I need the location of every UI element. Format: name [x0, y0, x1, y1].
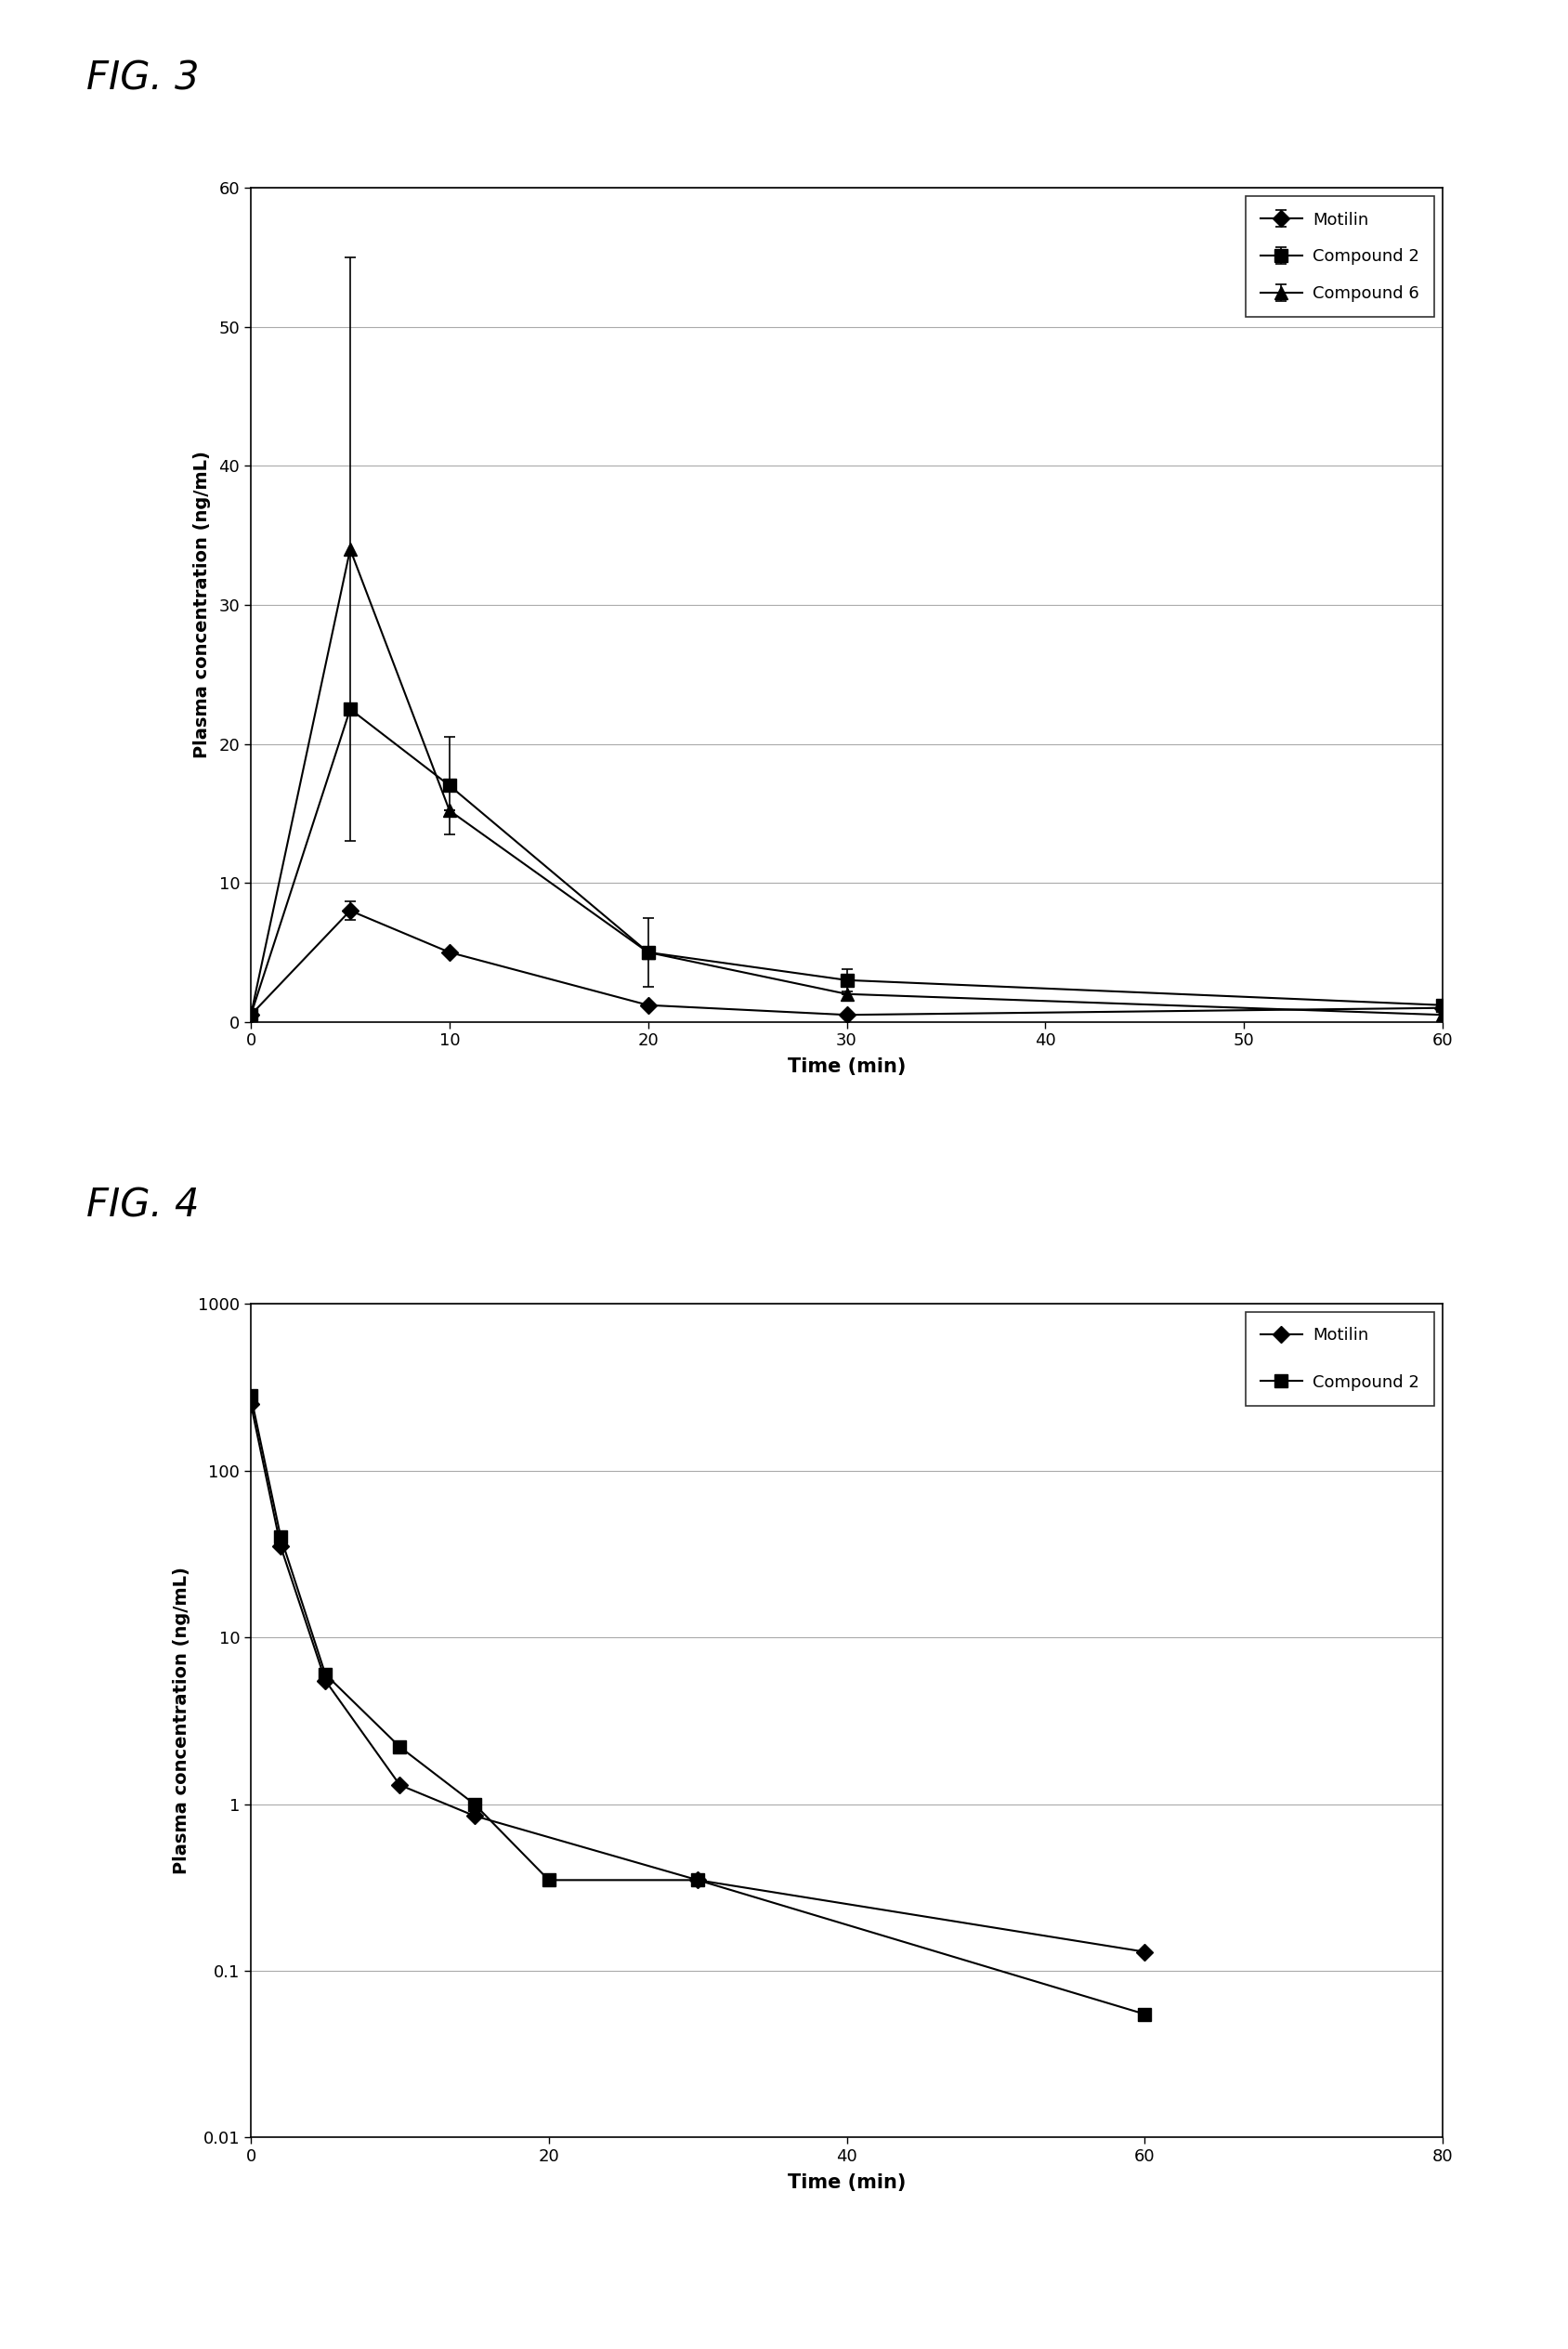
Motilin: [390, 1771, 409, 1799]
Motilin: [688, 1865, 707, 1893]
Legend: Motilin, Compound 2: Motilin, Compound 2: [1245, 1313, 1435, 1407]
Compound 2: [466, 1790, 485, 1818]
Motilin: [317, 1665, 336, 1694]
Compound 2: [317, 1661, 336, 1689]
Text: FIG. 4: FIG. 4: [86, 1186, 199, 1226]
Y-axis label: Plasma concentration (ng/mL): Plasma concentration (ng/mL): [193, 451, 212, 759]
Line: Compound 2: Compound 2: [245, 1391, 1151, 2020]
X-axis label: Time (min): Time (min): [787, 1057, 906, 1076]
X-axis label: Time (min): Time (min): [787, 2173, 906, 2192]
Compound 2: [271, 1522, 290, 1550]
Motilin: [271, 1532, 290, 1560]
Motilin: [466, 1802, 485, 1830]
Compound 2: [688, 1865, 707, 1893]
Legend: Motilin, Compound 2, Compound 6: Motilin, Compound 2, Compound 6: [1245, 197, 1435, 317]
Line: Motilin: Motilin: [245, 1398, 1151, 1957]
Compound 2: [1135, 1999, 1154, 2027]
Compound 2: [539, 1865, 558, 1893]
Compound 2: [390, 1734, 409, 1762]
Y-axis label: Plasma concentration (ng/mL): Plasma concentration (ng/mL): [172, 1567, 190, 1875]
Text: FIG. 3: FIG. 3: [86, 59, 199, 99]
Motilin: [241, 1391, 260, 1419]
Compound 2: [241, 1381, 260, 1409]
Motilin: [1135, 1938, 1154, 1966]
